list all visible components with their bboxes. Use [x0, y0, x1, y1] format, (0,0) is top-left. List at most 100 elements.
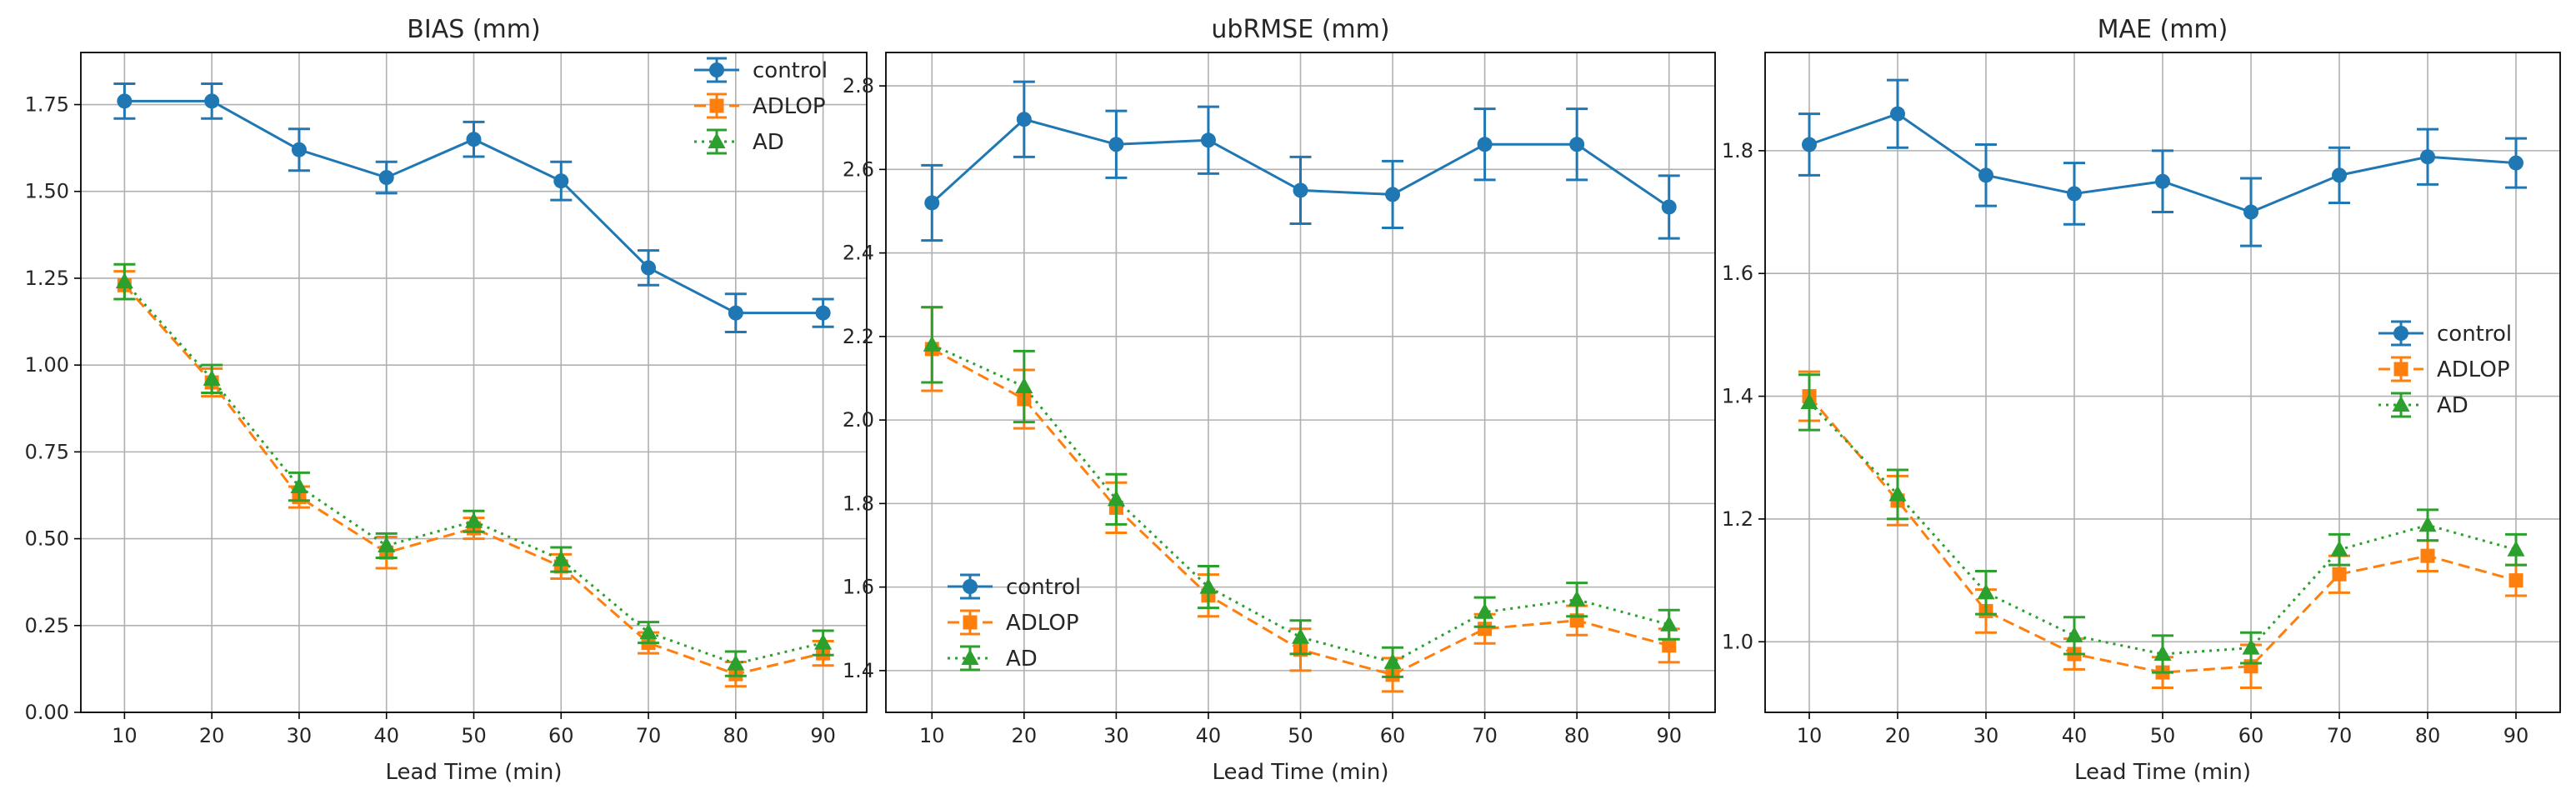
- y-tick-label: 0.25: [25, 614, 69, 637]
- legend-label: ADLOP: [1006, 611, 1079, 636]
- x-tick-label: 70: [636, 724, 662, 747]
- legend-marker: [963, 579, 978, 594]
- y-tick-label: 1.6: [1722, 262, 1753, 285]
- x-tick-label: 10: [1797, 724, 1823, 747]
- y-tick-label: 2.2: [843, 325, 874, 348]
- series-ad: [921, 306, 1680, 678]
- x-axis-label: Lead Time (min): [1213, 760, 1389, 785]
- legend-item-adlop: ADLOP: [948, 609, 1079, 636]
- data-point: [378, 170, 394, 186]
- legend-item-ad: AD: [694, 128, 784, 155]
- data-point: [2332, 167, 2347, 183]
- data-point: [1383, 652, 1402, 669]
- x-tick-label: 20: [1012, 724, 1038, 747]
- data-point: [378, 536, 396, 552]
- data-point: [1888, 485, 1907, 502]
- data-point: [466, 132, 482, 147]
- x-tick-label: 60: [1380, 724, 1406, 747]
- data-point: [1476, 602, 1494, 619]
- data-point: [2420, 149, 2435, 165]
- legend: control ADLOP AD: [2378, 320, 2512, 418]
- series-line: [123, 284, 823, 676]
- axes-frame: [1764, 52, 2561, 713]
- data-point: [1890, 106, 1905, 122]
- chart-title: BIAS (mm): [407, 15, 540, 44]
- legend-label: AD: [753, 130, 784, 155]
- legend-label: ADLOP: [753, 94, 826, 119]
- series-control: [921, 80, 1680, 242]
- data-point: [2507, 540, 2525, 557]
- y-tick-label: 1.75: [25, 93, 69, 117]
- data-point: [2508, 155, 2523, 171]
- legend-marker: [2393, 326, 2408, 341]
- data-point: [727, 654, 745, 671]
- legend-item-ad: AD: [948, 645, 1038, 672]
- data-point: [2418, 516, 2437, 532]
- x-tick-label: 10: [112, 724, 138, 747]
- y-tick-label: 2.8: [843, 74, 874, 97]
- data-point: [639, 623, 658, 640]
- data-point: [1977, 583, 1995, 600]
- x-tick-label: 50: [461, 724, 487, 747]
- data-point: [1107, 490, 1125, 507]
- y-tick-label: 2.6: [843, 157, 874, 181]
- y-tick-label: 1.8: [1722, 139, 1753, 162]
- legend-label: control: [753, 58, 828, 83]
- legend-item-ad: AD: [2378, 392, 2468, 418]
- legend-marker: [963, 615, 978, 630]
- data-point: [2508, 573, 2523, 588]
- legend: control ADLOP AD: [694, 57, 828, 155]
- x-tick-label: 10: [919, 724, 945, 747]
- x-tick-label: 90: [810, 724, 836, 747]
- x-axis-label: Lead Time (min): [2074, 760, 2251, 785]
- data-point: [115, 272, 133, 289]
- data-point: [465, 512, 483, 528]
- data-point: [203, 369, 221, 386]
- chart-panel-3: 10 20 30 40 50 60 70 80 90 1.0 1.2 1.4 1.6 1.8 MAE (mm…: [1722, 15, 2561, 785]
- data-point: [2242, 638, 2260, 655]
- chart-title: MAE (mm): [2098, 15, 2228, 44]
- data-point: [1800, 392, 1818, 409]
- x-tick-label: 50: [2150, 724, 2176, 747]
- x-tick-label: 30: [1103, 724, 1129, 747]
- x-tick-label: 80: [1564, 724, 1590, 747]
- legend-item-control: control: [694, 57, 828, 83]
- data-point: [1661, 199, 1677, 215]
- series-line: [1808, 395, 2517, 674]
- data-point: [1478, 622, 1493, 637]
- data-point: [1802, 137, 1817, 152]
- series-control: [1798, 78, 2527, 247]
- legend-marker: [709, 98, 724, 113]
- legend-item-control: control: [2378, 320, 2512, 347]
- series-line: [1808, 401, 2517, 656]
- legend-label: control: [2437, 322, 2512, 347]
- data-point: [2420, 548, 2435, 563]
- x-tick-label: 30: [1973, 724, 1999, 747]
- x-tick-label: 30: [287, 724, 313, 747]
- x-tick-label: 70: [2327, 724, 2353, 747]
- data-point: [291, 142, 307, 157]
- legend: control ADLOP AD: [948, 573, 1081, 672]
- data-point: [2153, 645, 2172, 662]
- ticks: 10 20 30 40 50 60 70 80 90 1.0 1.2 1.4 1.6 1.8: [1722, 139, 2528, 747]
- series-ad: [1798, 373, 2527, 674]
- data-point: [1662, 638, 1677, 653]
- data-point: [1385, 187, 1401, 202]
- data-point: [1199, 577, 1218, 594]
- data-point: [552, 550, 570, 567]
- data-point: [815, 305, 831, 321]
- y-tick-label: 0.00: [25, 701, 69, 724]
- chart-panel-2: 10 20 30 40 50 60 70 80 90 1.4 1.6 1.8 2.0 2.2 2.4 2.6 2…: [843, 15, 1716, 785]
- data-point: [1016, 112, 1032, 127]
- y-tick-label: 1.4: [843, 659, 874, 682]
- axes-frame: [80, 52, 868, 713]
- y-tick-label: 0.50: [25, 527, 69, 551]
- x-tick-label: 60: [548, 724, 574, 747]
- legend-item-adlop: ADLOP: [694, 92, 826, 119]
- data-point: [923, 335, 941, 352]
- x-tick-label: 40: [1196, 724, 1222, 747]
- x-tick-label: 20: [199, 724, 225, 747]
- legend-label: AD: [1006, 647, 1038, 672]
